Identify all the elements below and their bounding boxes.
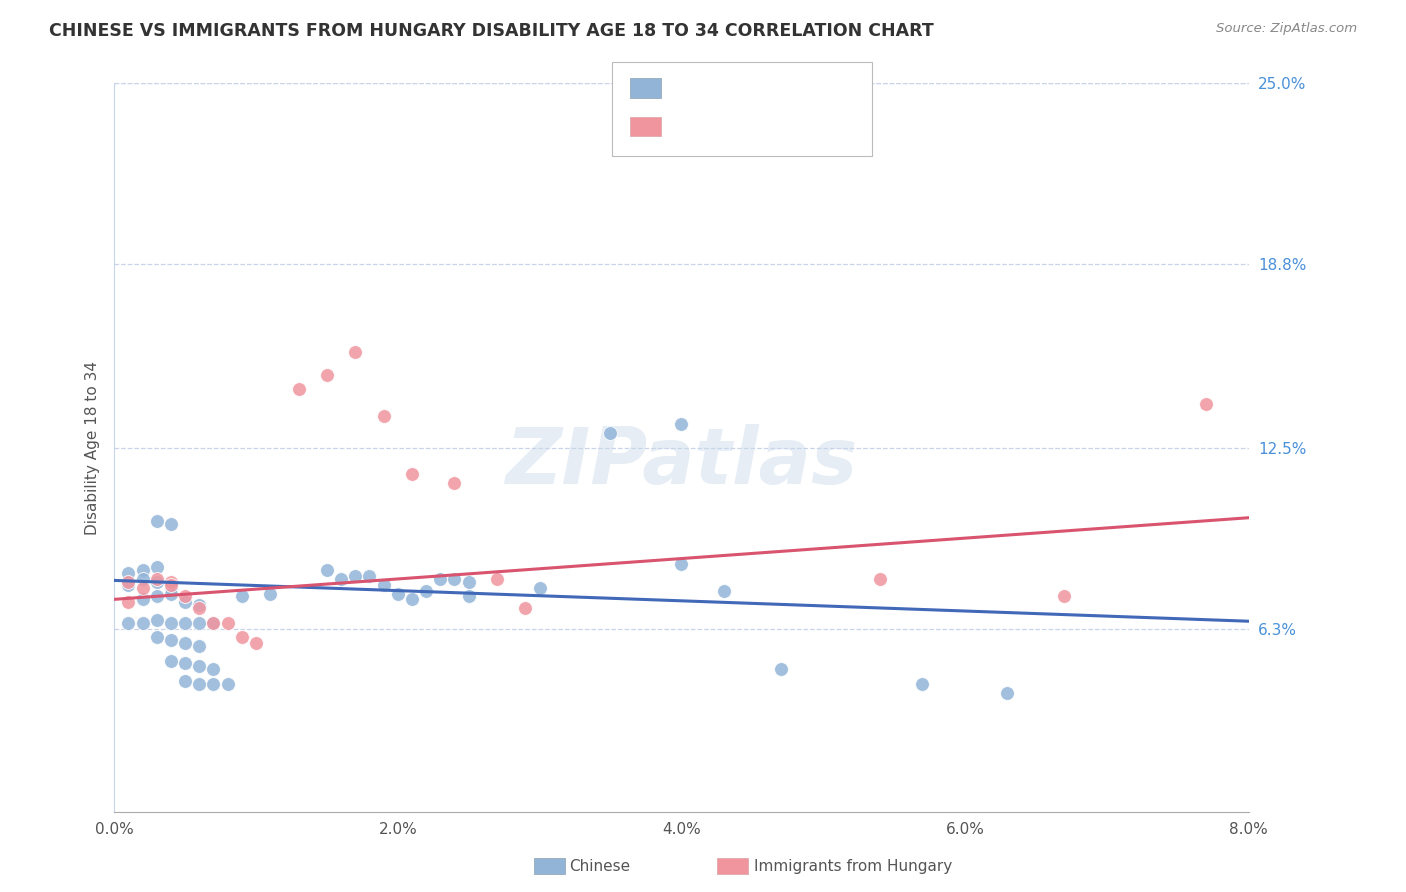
Point xyxy=(401,467,423,481)
Text: -0.040: -0.040 xyxy=(706,79,761,94)
Point xyxy=(443,475,465,490)
Text: Chinese: Chinese xyxy=(569,859,630,873)
Text: Source: ZipAtlas.com: Source: ZipAtlas.com xyxy=(1216,22,1357,36)
Point xyxy=(713,583,735,598)
Point xyxy=(202,677,225,691)
Point xyxy=(160,615,183,630)
Point xyxy=(486,572,509,586)
Point xyxy=(160,633,183,648)
Point xyxy=(174,657,197,671)
Text: R =: R = xyxy=(668,79,702,94)
Point xyxy=(287,383,309,397)
Text: CHINESE VS IMMIGRANTS FROM HUNGARY DISABILITY AGE 18 TO 34 CORRELATION CHART: CHINESE VS IMMIGRANTS FROM HUNGARY DISAB… xyxy=(49,22,934,40)
Point xyxy=(160,581,183,595)
Text: 23: 23 xyxy=(806,118,827,132)
Point xyxy=(415,583,437,598)
Point xyxy=(315,563,337,577)
Point xyxy=(671,417,693,432)
Point xyxy=(174,590,197,604)
Point xyxy=(911,677,934,691)
Text: 0.070: 0.070 xyxy=(706,118,759,132)
Point xyxy=(188,601,211,615)
Point xyxy=(188,659,211,673)
Point xyxy=(344,344,367,359)
Point xyxy=(217,615,239,630)
Point xyxy=(131,615,153,630)
Point xyxy=(160,516,183,531)
Point xyxy=(188,615,211,630)
Point xyxy=(443,572,465,586)
Point xyxy=(869,572,891,586)
Point xyxy=(671,558,693,572)
Point xyxy=(117,595,139,609)
Point xyxy=(145,590,167,604)
Point xyxy=(174,595,197,609)
Point xyxy=(202,615,225,630)
Point xyxy=(145,560,167,574)
Point xyxy=(174,615,197,630)
Point xyxy=(117,574,139,589)
Point xyxy=(401,592,423,607)
Point xyxy=(117,578,139,592)
Point xyxy=(145,572,167,586)
Point xyxy=(359,569,381,583)
Point xyxy=(387,586,409,600)
Point xyxy=(231,590,253,604)
Point xyxy=(117,566,139,581)
Point xyxy=(231,630,253,644)
Text: N =: N = xyxy=(770,79,804,94)
Point xyxy=(457,574,479,589)
Point xyxy=(188,639,211,653)
Point xyxy=(259,586,281,600)
Text: 55: 55 xyxy=(806,79,827,94)
Text: N =: N = xyxy=(770,118,804,132)
Point xyxy=(529,581,551,595)
Point xyxy=(131,563,153,577)
Point xyxy=(429,572,451,586)
Point xyxy=(131,581,153,595)
Point xyxy=(1195,397,1218,411)
Point xyxy=(1053,590,1076,604)
Point xyxy=(160,654,183,668)
Point xyxy=(131,592,153,607)
Point xyxy=(188,677,211,691)
Point xyxy=(245,636,267,650)
Point xyxy=(373,409,395,423)
Point xyxy=(217,677,239,691)
Text: ZIPatlas: ZIPatlas xyxy=(505,425,858,500)
Point xyxy=(174,673,197,688)
Point xyxy=(769,662,792,676)
Point xyxy=(160,574,183,589)
Point xyxy=(160,578,183,592)
Point xyxy=(997,685,1019,699)
Point xyxy=(145,613,167,627)
Point xyxy=(145,514,167,528)
Point xyxy=(160,586,183,600)
Point xyxy=(315,368,337,382)
Point xyxy=(145,630,167,644)
Point xyxy=(202,662,225,676)
Point xyxy=(202,615,225,630)
Point xyxy=(344,569,367,583)
Point xyxy=(373,578,395,592)
Point xyxy=(188,598,211,612)
Point xyxy=(174,636,197,650)
Point xyxy=(145,574,167,589)
Text: Immigrants from Hungary: Immigrants from Hungary xyxy=(754,859,952,873)
Point xyxy=(117,615,139,630)
Point xyxy=(515,601,537,615)
Point xyxy=(131,572,153,586)
Text: R =: R = xyxy=(668,118,702,132)
Point xyxy=(330,572,353,586)
Point xyxy=(457,590,479,604)
Y-axis label: Disability Age 18 to 34: Disability Age 18 to 34 xyxy=(86,360,100,535)
Point xyxy=(599,426,621,441)
